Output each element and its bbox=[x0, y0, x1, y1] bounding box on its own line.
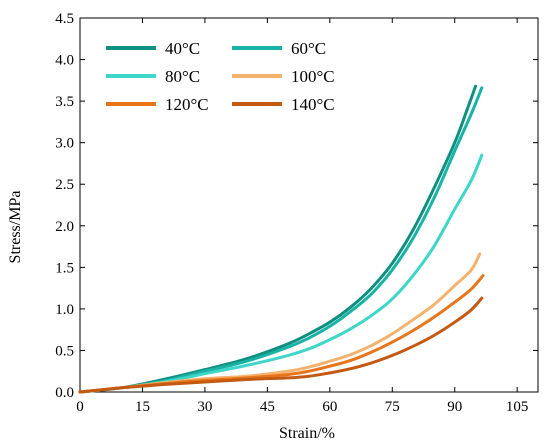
series-line-40C bbox=[78, 84, 477, 394]
y-tick-label: 3.5 bbox=[55, 94, 74, 110]
series-line-100C bbox=[78, 252, 482, 394]
x-axis-label: Strain/% bbox=[279, 425, 335, 442]
plot-frame bbox=[79, 17, 539, 393]
x-tick-label: 30 bbox=[197, 399, 212, 415]
legend-label: 40°C bbox=[165, 39, 200, 58]
series-line-60C bbox=[78, 86, 484, 394]
y-tick-label: 2.0 bbox=[55, 219, 74, 235]
legend: 40°C 60°C 80°C 100°C 120°C 140°C bbox=[106, 39, 335, 114]
plot-border bbox=[79, 17, 539, 393]
y-axis-ticks: 0.0 0.5 1.0 1.5 2.0 2.5 3.0 3.5 4.0 4.5 bbox=[55, 11, 538, 401]
y-tick-label: 4.0 bbox=[55, 53, 74, 69]
legend-label: 60°C bbox=[291, 39, 326, 58]
x-tick-label: 75 bbox=[385, 399, 400, 415]
x-tick-label: 90 bbox=[447, 399, 462, 415]
x-tick-label: 45 bbox=[260, 399, 275, 415]
legend-label: 140°C bbox=[291, 95, 335, 114]
x-tick-label: 0 bbox=[76, 399, 84, 415]
x-tick-label: 15 bbox=[135, 399, 150, 415]
series-lines bbox=[78, 84, 485, 394]
series-line-120C bbox=[78, 274, 485, 394]
legend-label: 80°C bbox=[165, 67, 200, 86]
series-line-80C bbox=[78, 153, 484, 394]
y-tick-label: 2.5 bbox=[55, 177, 74, 193]
y-tick-label: 4.5 bbox=[55, 11, 74, 27]
y-tick-label: 3.0 bbox=[55, 136, 74, 152]
y-tick-label: 1.0 bbox=[55, 302, 74, 318]
series-line-140C bbox=[78, 296, 484, 394]
x-axis-ticks: 0 15 30 45 60 75 90 105 bbox=[76, 18, 528, 415]
x-tick-label: 60 bbox=[322, 399, 337, 415]
legend-label: 120°C bbox=[165, 95, 209, 114]
x-tick-label: 105 bbox=[506, 399, 529, 415]
y-tick-label: 0.0 bbox=[55, 385, 74, 401]
y-tick-label: 1.5 bbox=[55, 260, 74, 276]
y-axis-label: Stress/MPa bbox=[7, 191, 24, 264]
legend-label: 100°C bbox=[291, 67, 335, 86]
y-tick-label: 0.5 bbox=[55, 343, 74, 359]
